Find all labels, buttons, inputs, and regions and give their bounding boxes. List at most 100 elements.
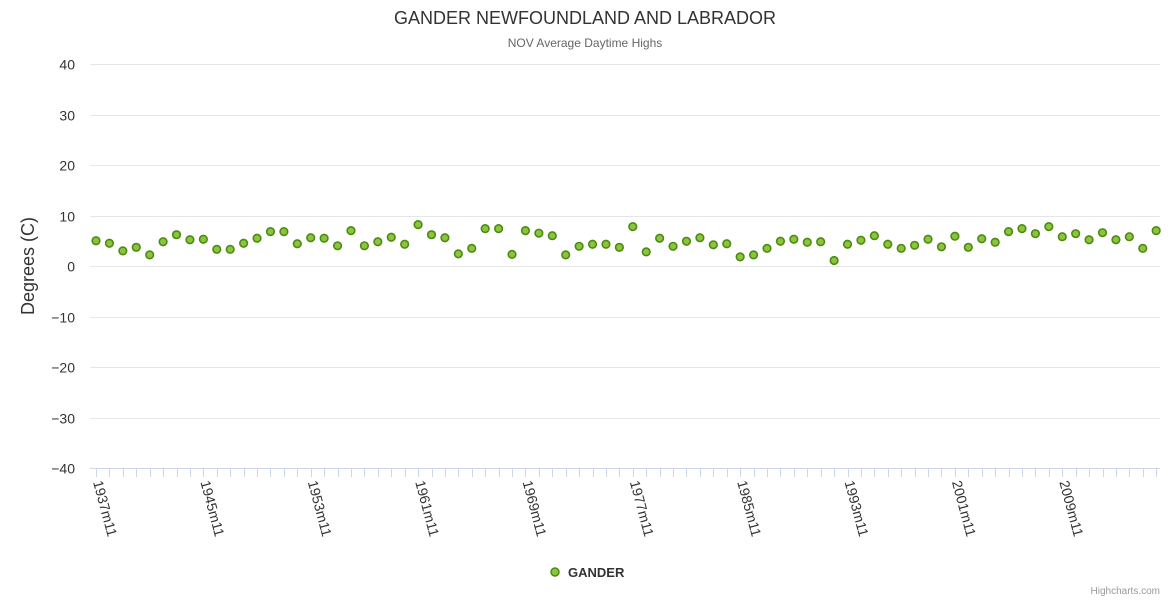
data-point[interactable]: [279, 227, 289, 237]
data-point[interactable]: [265, 227, 276, 237]
data-point[interactable]: [896, 243, 906, 253]
data-point[interactable]: [869, 231, 879, 241]
data-point[interactable]: [118, 246, 128, 256]
data-point[interactable]: [681, 236, 692, 246]
data-point[interactable]: [708, 240, 718, 250]
data-point[interactable]: [359, 241, 370, 251]
legend-marker-icon[interactable]: [550, 567, 560, 577]
data-point[interactable]: [252, 233, 262, 243]
data-point[interactable]: [842, 239, 853, 249]
y-tick-label: −10: [51, 310, 75, 326]
data-point[interactable]: [520, 226, 531, 236]
data-point[interactable]: [722, 239, 732, 249]
y-axis-ticks: 40 30 20 10 0 −10 −20 −30 −40: [51, 57, 75, 477]
data-point[interactable]: [480, 224, 490, 234]
data-point[interactable]: [1151, 226, 1161, 236]
data-point[interactable]: [655, 233, 665, 243]
data-point[interactable]: [507, 249, 517, 259]
data-point[interactable]: [1044, 222, 1054, 232]
data-point[interactable]: [802, 237, 812, 247]
chart-subtitle: NOV Average Daytime Highs: [508, 36, 663, 50]
data-point[interactable]: [748, 250, 759, 260]
grid-lines: [90, 64, 1160, 469]
data-point[interactable]: [775, 236, 786, 246]
data-point[interactable]: [1030, 229, 1040, 239]
data-point[interactable]: [319, 233, 329, 243]
data-point[interactable]: [467, 243, 477, 253]
y-tick-label: 40: [59, 57, 75, 73]
data-point[interactable]: [561, 250, 571, 260]
data-point[interactable]: [1138, 243, 1148, 253]
x-tick-label: 2009m11: [1056, 479, 1086, 539]
data-point[interactable]: [104, 238, 115, 248]
data-point[interactable]: [212, 244, 222, 254]
data-point[interactable]: [534, 228, 544, 238]
data-point[interactable]: [332, 241, 343, 251]
data-point[interactable]: [695, 233, 705, 243]
data-point[interactable]: [400, 239, 410, 249]
data-point[interactable]: [373, 237, 383, 247]
data-point[interactable]: [1071, 229, 1081, 239]
data-point[interactable]: [440, 233, 450, 243]
data-point[interactable]: [977, 234, 987, 244]
data-point[interactable]: [547, 231, 557, 241]
chart-title: GANDER NEWFOUNDLAND AND LABRADOR: [394, 8, 776, 28]
data-point[interactable]: [91, 236, 101, 246]
data-point[interactable]: [386, 232, 396, 242]
data-point[interactable]: [292, 239, 302, 249]
data-point[interactable]: [158, 237, 168, 247]
data-point[interactable]: [789, 234, 799, 244]
data-point[interactable]: [641, 247, 651, 257]
x-tick-label: 1993m11: [842, 479, 872, 539]
data-point[interactable]: [601, 239, 611, 249]
data-point[interactable]: [198, 234, 208, 244]
data-point[interactable]: [426, 230, 437, 240]
data-point[interactable]: [614, 242, 624, 252]
legend-item-gander[interactable]: GANDER: [568, 565, 625, 580]
data-point[interactable]: [628, 222, 638, 232]
data-point[interactable]: [950, 231, 960, 241]
data-point[interactable]: [494, 224, 504, 234]
data-point[interactable]: [171, 230, 182, 240]
data-point[interactable]: [735, 252, 745, 262]
y-tick-label: 20: [59, 158, 75, 174]
data-point[interactable]: [185, 235, 195, 245]
y-tick-label: −20: [51, 360, 75, 376]
data-point[interactable]: [816, 237, 826, 247]
data-point[interactable]: [883, 239, 893, 249]
y-tick-label: 10: [59, 209, 75, 225]
data-point[interactable]: [1057, 232, 1067, 242]
data-point[interactable]: [239, 238, 249, 248]
data-point[interactable]: [306, 233, 316, 243]
legend[interactable]: GANDER: [550, 565, 625, 580]
data-point[interactable]: [413, 219, 423, 230]
credits-link[interactable]: Highcharts.com: [1091, 586, 1160, 597]
data-point[interactable]: [936, 242, 947, 252]
data-point[interactable]: [346, 226, 356, 236]
data-point[interactable]: [587, 239, 598, 249]
data-point[interactable]: [1017, 224, 1027, 234]
data-point[interactable]: [923, 234, 933, 244]
data-point[interactable]: [762, 243, 772, 253]
y-tick-label: −40: [51, 461, 75, 477]
data-point[interactable]: [1124, 232, 1134, 242]
data-point[interactable]: [1111, 235, 1121, 245]
data-point[interactable]: [910, 240, 920, 250]
data-point[interactable]: [574, 241, 584, 251]
data-point[interactable]: [1097, 228, 1108, 238]
x-tick-label: 1977m11: [627, 479, 657, 539]
y-tick-label: 0: [67, 259, 75, 275]
data-point[interactable]: [1003, 227, 1014, 237]
x-tick-label: 1953m11: [305, 479, 335, 539]
data-point[interactable]: [225, 244, 235, 254]
data-point[interactable]: [145, 250, 155, 260]
data-point[interactable]: [1084, 235, 1094, 245]
x-tick-label: 1945m11: [197, 479, 227, 539]
data-point[interactable]: [453, 249, 463, 259]
data-point[interactable]: [131, 242, 141, 252]
data-point[interactable]: [990, 237, 1000, 247]
data-point[interactable]: [829, 255, 839, 266]
data-point[interactable]: [856, 235, 866, 245]
data-point[interactable]: [668, 241, 678, 251]
data-point[interactable]: [963, 242, 973, 252]
